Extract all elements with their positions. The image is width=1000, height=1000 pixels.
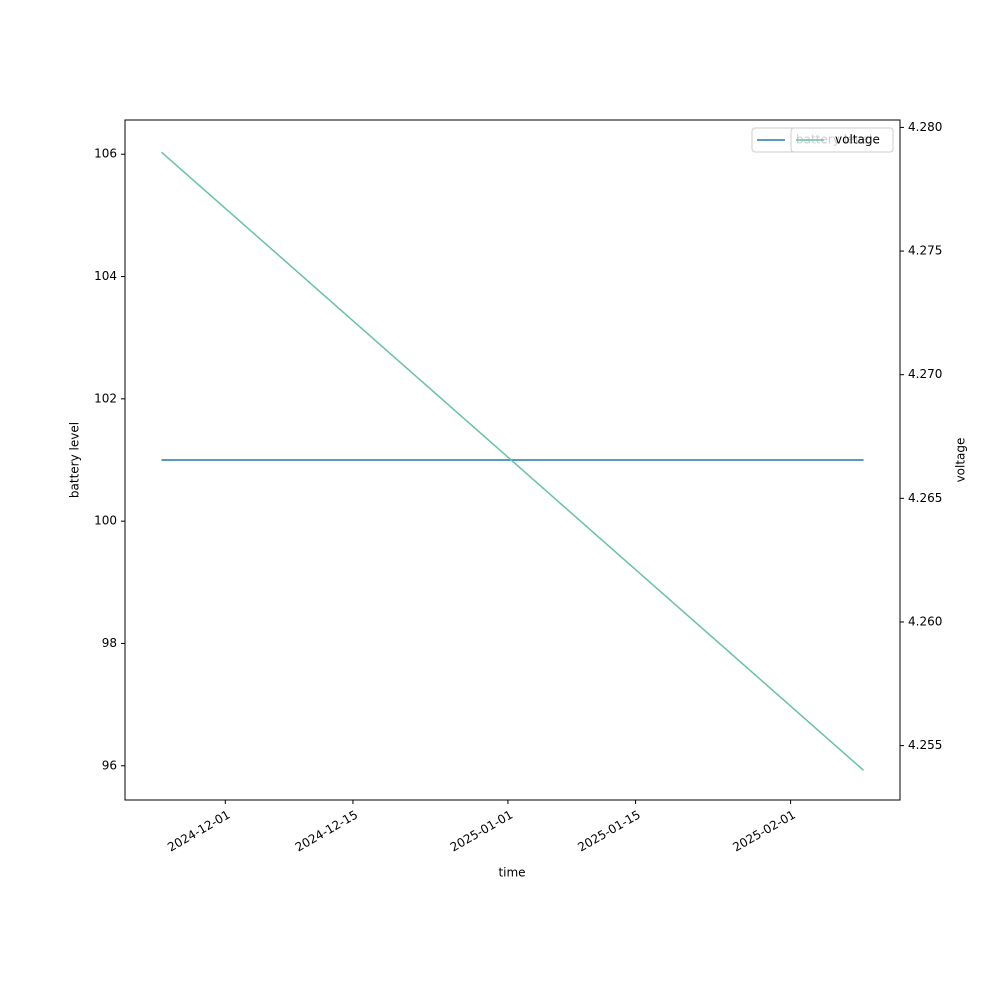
y2-tick-label: 4.280: [908, 120, 942, 134]
legend-label: voltage: [835, 133, 880, 147]
y2-tick-label: 4.270: [908, 367, 942, 381]
y-tick-label: 106: [94, 147, 117, 161]
x-tick-label: 2025-01-15: [575, 808, 642, 855]
y-tick-label: 96: [102, 758, 117, 772]
x-tick-label: 2025-01-01: [448, 808, 515, 855]
y-tick-label: 102: [94, 391, 117, 405]
y2-tick-label: 4.255: [908, 738, 942, 752]
legend-box: [790, 127, 894, 153]
y2-tick-label: 4.260: [908, 614, 942, 628]
x-axis-label: time: [498, 866, 525, 880]
y-tick-label: 104: [94, 269, 117, 283]
y-axis-label: battery level: [68, 422, 82, 498]
y2-tick-label: 4.275: [908, 244, 942, 258]
y2-axis-label: voltage: [954, 438, 968, 483]
plot-frame: [124, 119, 901, 801]
y2-tick-label: 4.265: [908, 491, 942, 505]
x-tick-label: 2025-02-01: [730, 808, 797, 855]
y-tick-label: 98: [102, 636, 117, 650]
x-tick-label: 2024-12-15: [293, 808, 360, 855]
y-tick-label: 100: [94, 514, 117, 528]
x-tick-label: 2024-12-01: [165, 808, 232, 855]
line: [160, 151, 865, 771]
